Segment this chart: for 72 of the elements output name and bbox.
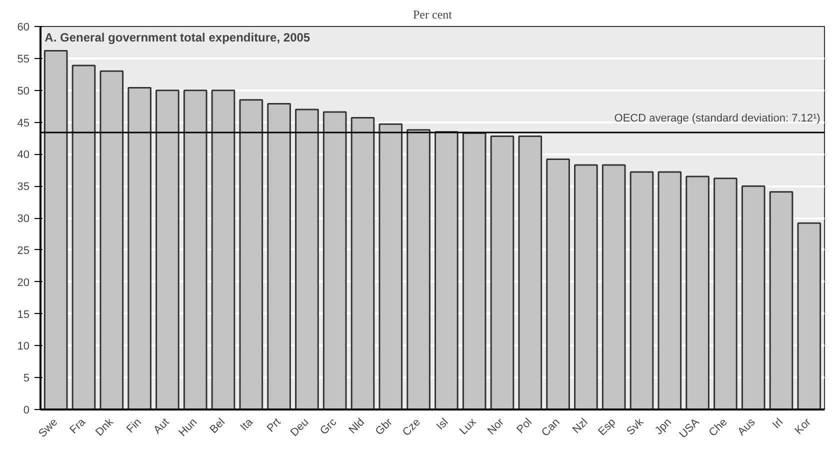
y-tick-label: 35	[17, 181, 30, 194]
x-tick-label: Nor	[485, 416, 507, 438]
bar	[128, 87, 152, 410]
x-tick-label: Aus	[736, 416, 758, 438]
bar	[630, 171, 654, 410]
x-tick-label: Grc	[318, 416, 340, 438]
bar	[518, 136, 542, 410]
bar	[211, 90, 236, 410]
bar	[100, 70, 124, 410]
y-tick-label: 20	[17, 276, 30, 289]
bar	[769, 191, 794, 410]
y-tick-label: 30	[17, 213, 30, 225]
x-tick-label: Dnk	[94, 416, 116, 439]
bar	[350, 117, 375, 410]
x-tick-label: Hun	[176, 416, 200, 440]
x-tick-label: Prt	[264, 416, 284, 435]
bar	[797, 222, 822, 410]
x-tick-label: Fra	[68, 416, 89, 436]
y-tick-label: 0	[23, 404, 30, 416]
x-tick-label: Kor	[792, 416, 814, 437]
bar	[686, 176, 710, 410]
bar	[156, 90, 180, 410]
x-tick-label: Esp	[596, 416, 618, 438]
chart-title: Per cent	[413, 8, 453, 22]
bar	[378, 123, 403, 410]
y-tick-label: 55	[17, 53, 30, 66]
bar	[183, 90, 208, 410]
x-tick-label: Lux	[458, 416, 479, 438]
y-tick-label: 45	[17, 117, 30, 130]
bar	[322, 111, 347, 410]
x-tick-label: Gbr	[373, 416, 396, 438]
bar	[462, 132, 486, 410]
x-tick-label: Ita	[238, 416, 256, 434]
x-tick-label: Can	[540, 416, 562, 440]
y-tick-label: 25	[17, 244, 30, 257]
bar	[714, 178, 738, 410]
bar	[658, 171, 682, 410]
bar	[574, 164, 598, 410]
bar	[406, 129, 430, 410]
x-tick-label: USA	[677, 416, 702, 441]
x-tick-label: Cze	[400, 416, 423, 439]
chart-subtitle: A. General government total expenditure, 2005	[44, 30, 310, 44]
y-tick-label: 50	[17, 85, 30, 98]
y-tick-label: 5	[23, 372, 30, 385]
y-tick-label: 10	[17, 340, 30, 353]
bar	[434, 131, 458, 410]
x-tick-label: Svk	[624, 416, 646, 438]
x-tick-label: Bel	[208, 416, 228, 436]
x-tick-label: Swe	[36, 416, 60, 440]
x-tick-label: Irl	[770, 416, 786, 432]
x-tick-label: Nld	[346, 416, 367, 436]
x-tick-label: Deu	[288, 416, 312, 440]
bar	[295, 108, 319, 410]
annotation: OECD average (standard deviation: 7.12¹)	[614, 112, 820, 124]
bar	[44, 50, 68, 410]
x-tick-label: Che	[706, 416, 730, 440]
bar	[72, 64, 96, 410]
bar	[490, 136, 514, 410]
x-tick-label: Isl	[434, 416, 451, 433]
bar	[546, 158, 570, 410]
y-tick-label: 15	[17, 308, 30, 321]
bar	[741, 185, 766, 410]
bar	[239, 99, 264, 410]
x-tick-label: Jpn	[652, 416, 674, 438]
y-tick-label: 40	[17, 149, 30, 162]
x-tick-label: Pol	[514, 416, 534, 436]
x-tick-label: Nzl	[570, 416, 590, 436]
y-tick-label: 60	[17, 22, 30, 34]
bar	[267, 102, 291, 410]
x-tick-label: Fin	[124, 416, 144, 436]
bar	[602, 164, 626, 410]
x-tick-label: Aut	[152, 416, 172, 436]
